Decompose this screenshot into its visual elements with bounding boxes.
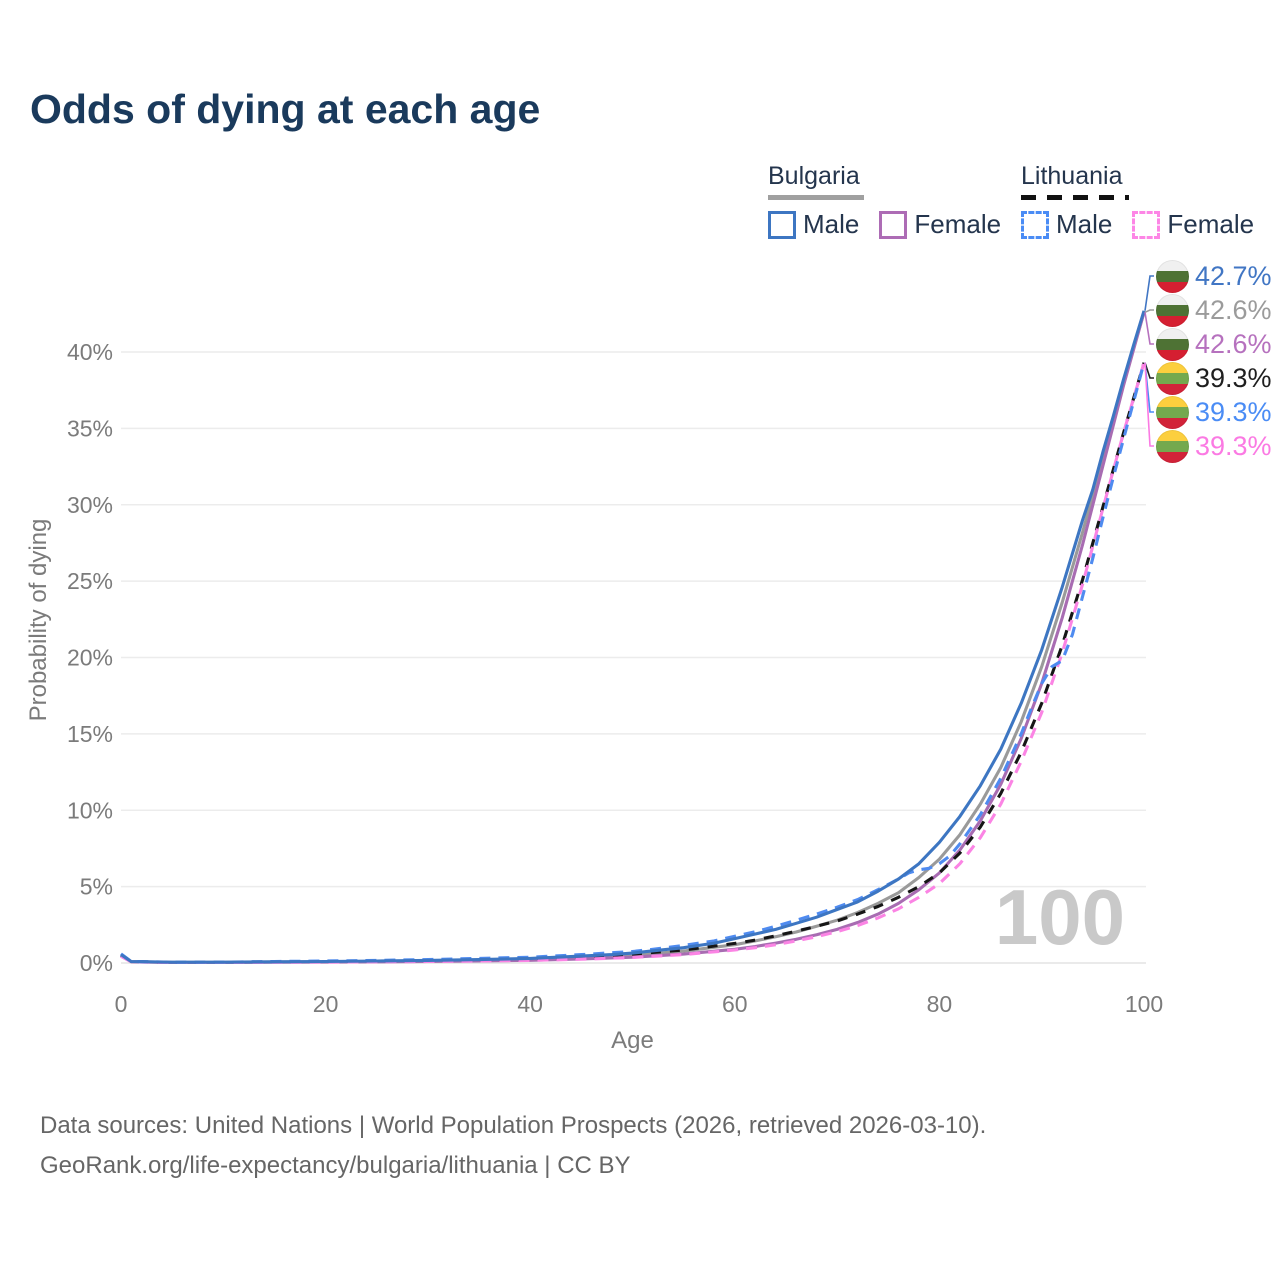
bulgaria-flag-icon xyxy=(1156,328,1189,361)
legend-item-bulgaria-male[interactable]: Male xyxy=(768,209,859,240)
bulgaria-flag-icon xyxy=(1156,294,1189,327)
hover-age-watermark: 100 xyxy=(995,873,1125,961)
lithuania-flag-icon xyxy=(1156,396,1189,429)
y-tick-label: 20% xyxy=(67,645,113,671)
series-line-lithuania-female xyxy=(120,362,1146,965)
legend-item-lithuania-female[interactable]: Female xyxy=(1132,209,1254,240)
y-tick-label: 35% xyxy=(67,415,113,441)
x-axis-title: Age xyxy=(611,1027,654,1054)
y-tick-label: 0% xyxy=(80,950,113,976)
bulgaria-solid-line-sample xyxy=(768,195,864,200)
y-tick-label: 25% xyxy=(67,568,113,594)
end-value: 39.3% xyxy=(1195,431,1272,461)
end-label-bulgaria-male: 42.7% xyxy=(1156,260,1272,293)
legend-label: Female xyxy=(914,209,1002,239)
y-tick-label: 10% xyxy=(67,797,113,823)
leader-line xyxy=(1144,362,1154,379)
bulgaria-female-swatch-icon xyxy=(879,210,908,239)
end-label-bulgaria-both: 42.6% xyxy=(1156,294,1272,327)
bulgaria-male-swatch-icon xyxy=(768,210,796,239)
lithuania-male-swatch-icon xyxy=(1021,210,1049,239)
x-tick-label: 20 xyxy=(313,991,339,1017)
legend-group-lithuania: Lithuania Male Female xyxy=(1021,162,1254,240)
legend-lithuania-label: Lithuania xyxy=(1021,162,1123,190)
x-tick-label: 60 xyxy=(722,991,748,1017)
legend-label: Male xyxy=(803,209,860,239)
legend-group-bulgaria: Bulgaria Male Female xyxy=(768,162,1001,240)
page-title: Odds of dying at each age xyxy=(30,86,541,132)
end-value: 39.3% xyxy=(1195,397,1272,427)
data-sources-text: Data sources: United Nations | World Pop… xyxy=(40,1112,987,1139)
end-label-lithuania-female: 39.3% xyxy=(1156,430,1272,463)
leader-line xyxy=(1144,275,1154,311)
y-tick-label: 40% xyxy=(67,339,113,365)
end-value: 42.6% xyxy=(1195,295,1272,325)
footer: Data sources: United Nations | World Pop… xyxy=(40,1106,986,1186)
series-line-bulgaria-both xyxy=(120,311,1146,964)
x-tick-label: 0 xyxy=(115,991,128,1017)
leader-line xyxy=(1144,312,1154,345)
y-tick-label: 5% xyxy=(80,874,113,900)
lithuania-flag-icon xyxy=(1156,430,1189,463)
legend-item-bulgaria-female[interactable]: Female xyxy=(879,209,1001,240)
end-value: 39.3% xyxy=(1195,363,1272,393)
x-tick-label: 100 xyxy=(1125,991,1163,1017)
x-tick-label: 40 xyxy=(517,991,543,1017)
y-axis-title: Probability of dying xyxy=(25,519,52,722)
leader-line xyxy=(1144,309,1154,314)
legend-item-lithuania-male[interactable]: Male xyxy=(1021,209,1112,240)
end-value: 42.6% xyxy=(1195,329,1272,359)
bulgaria-flag-icon xyxy=(1156,260,1189,293)
x-tick-label: 80 xyxy=(927,991,953,1017)
series-line-bulgaria-female xyxy=(120,311,1146,965)
attribution-text: GeoRank.org/life-expectancy/bulgaria/lit… xyxy=(40,1152,631,1179)
end-label-bulgaria-female: 42.6% xyxy=(1156,328,1272,361)
lithuania-female-swatch-icon xyxy=(1132,210,1161,239)
leader-line xyxy=(1144,362,1154,447)
series-line-bulgaria-male xyxy=(120,310,1146,964)
series-line-lithuania-both xyxy=(120,362,1146,964)
end-label-lithuania-male: 39.3% xyxy=(1156,396,1272,429)
lithuania-flag-icon xyxy=(1156,362,1189,395)
series-line-lithuania-male xyxy=(120,362,1146,964)
lithuania-dashed-line-sample xyxy=(1021,195,1129,200)
y-tick-label: 30% xyxy=(67,492,113,518)
legend-bulgaria-label: Bulgaria xyxy=(768,162,860,190)
legend-label: Male xyxy=(1056,209,1113,239)
end-label-lithuania-both: 39.3% xyxy=(1156,362,1272,395)
end-value: 42.7% xyxy=(1195,261,1272,291)
legend-label: Female xyxy=(1167,209,1255,239)
y-tick-label: 15% xyxy=(67,721,113,747)
